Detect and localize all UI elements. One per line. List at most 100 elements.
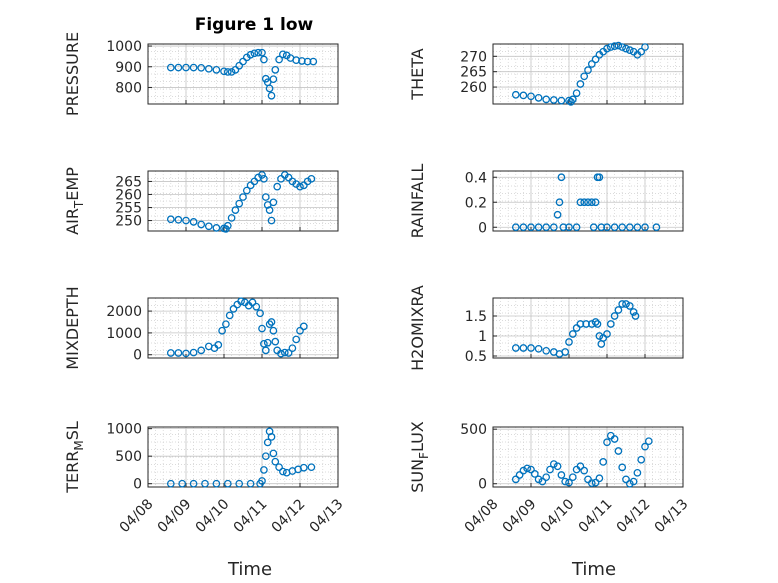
- data-point: [182, 216, 190, 225]
- data-point: [246, 50, 255, 59]
- data-point: [553, 462, 562, 471]
- y-tick-label: 800: [115, 80, 142, 96]
- data-point: [280, 348, 289, 357]
- axes-box: [492, 170, 684, 232]
- data-point: [284, 349, 293, 357]
- major-grid: [493, 44, 683, 104]
- data-point: [511, 344, 520, 352]
- y-tick-label: 0: [133, 348, 142, 364]
- data-point: [633, 468, 642, 477]
- y-tick-label: 260: [460, 80, 487, 96]
- data-point: [580, 72, 589, 81]
- axes-box: [492, 297, 684, 359]
- data-point: [519, 466, 528, 475]
- y-tick-label: 250: [115, 214, 142, 230]
- data-point: [298, 57, 306, 65]
- data-point: [269, 198, 278, 207]
- data-point: [641, 442, 649, 451]
- data-point: [542, 95, 551, 104]
- data-point: [622, 44, 630, 53]
- data-point: [212, 66, 221, 74]
- y-axis-label: AIRTEMP: [63, 167, 86, 235]
- data-point: [587, 60, 596, 68]
- y-axis-label: MIXDEPTH: [63, 286, 82, 369]
- data-point: [231, 206, 240, 214]
- data-point: [633, 223, 642, 232]
- data-point: [269, 449, 278, 458]
- y-tick-label: 1: [478, 329, 487, 345]
- data-point: [549, 96, 558, 104]
- data-point: [572, 89, 581, 98]
- data-point: [553, 210, 562, 219]
- data-point: [261, 193, 270, 201]
- data-point: [307, 463, 316, 472]
- axes-box: [492, 43, 684, 105]
- data-point: [557, 471, 566, 479]
- data-point: [527, 465, 535, 474]
- y-axis-label: SUNFLUX: [408, 421, 431, 493]
- data-point: [549, 223, 558, 232]
- y-tick-label: 270: [460, 49, 487, 65]
- data-point: [220, 67, 228, 76]
- data-series: [511, 41, 649, 106]
- data-point: [166, 479, 175, 488]
- data-point: [267, 318, 276, 326]
- y-tick-label: 1000: [106, 422, 142, 438]
- axes-box: [147, 426, 339, 488]
- data-point: [267, 91, 276, 100]
- data-point: [587, 479, 596, 488]
- data-point: [271, 66, 280, 74]
- data-point: [534, 475, 543, 484]
- axes-box: [147, 170, 339, 232]
- data-point: [299, 181, 308, 190]
- data-point: [644, 437, 653, 446]
- data-point: [610, 42, 619, 51]
- data-point: [189, 63, 198, 72]
- data-point: [299, 322, 308, 331]
- x-tick-label: 04/08: [462, 496, 502, 536]
- data-point: [275, 463, 283, 472]
- x-tick-label: 04/12: [269, 496, 309, 536]
- y-axis-label: THETA: [408, 48, 427, 100]
- y-tick-label: 900: [115, 60, 142, 76]
- data-series: [166, 48, 318, 100]
- data-point: [610, 435, 619, 443]
- data-point: [561, 477, 570, 486]
- y-tick-label: 0: [478, 220, 487, 236]
- minor-grid: [492, 298, 684, 358]
- data-series: [166, 171, 316, 233]
- y-tick-label: 260: [115, 187, 142, 203]
- data-point: [204, 222, 213, 231]
- data-point: [258, 324, 266, 333]
- data-point: [261, 346, 270, 355]
- data-point: [580, 466, 589, 475]
- axes-box: [492, 426, 684, 488]
- data-point: [519, 91, 528, 100]
- data-point: [595, 474, 604, 483]
- y-axis-label: PRESSURE: [63, 32, 82, 116]
- data-point: [527, 92, 535, 101]
- data-point: [542, 346, 551, 355]
- data-point: [248, 298, 257, 307]
- data-point: [641, 43, 649, 51]
- data-point: [275, 55, 283, 64]
- data-point: [530, 470, 539, 478]
- minor-grid: [492, 171, 684, 231]
- data-point: [580, 198, 589, 207]
- data-point: [277, 349, 285, 358]
- data-point: [631, 312, 640, 320]
- x-axis-label-left: Time: [227, 559, 272, 580]
- data-point: [515, 471, 524, 479]
- data-point: [561, 348, 570, 356]
- y-axis-label: H2OMIXRA: [408, 285, 427, 371]
- data-point: [511, 90, 520, 99]
- data-point: [625, 46, 634, 55]
- data-point: [603, 223, 611, 232]
- data-point: [584, 66, 592, 75]
- y-tick-label: 0.2: [465, 195, 487, 211]
- data-point: [227, 214, 236, 222]
- subplot-mixdepth: 0 1000 2000 MIXDEPTH: [63, 286, 339, 370]
